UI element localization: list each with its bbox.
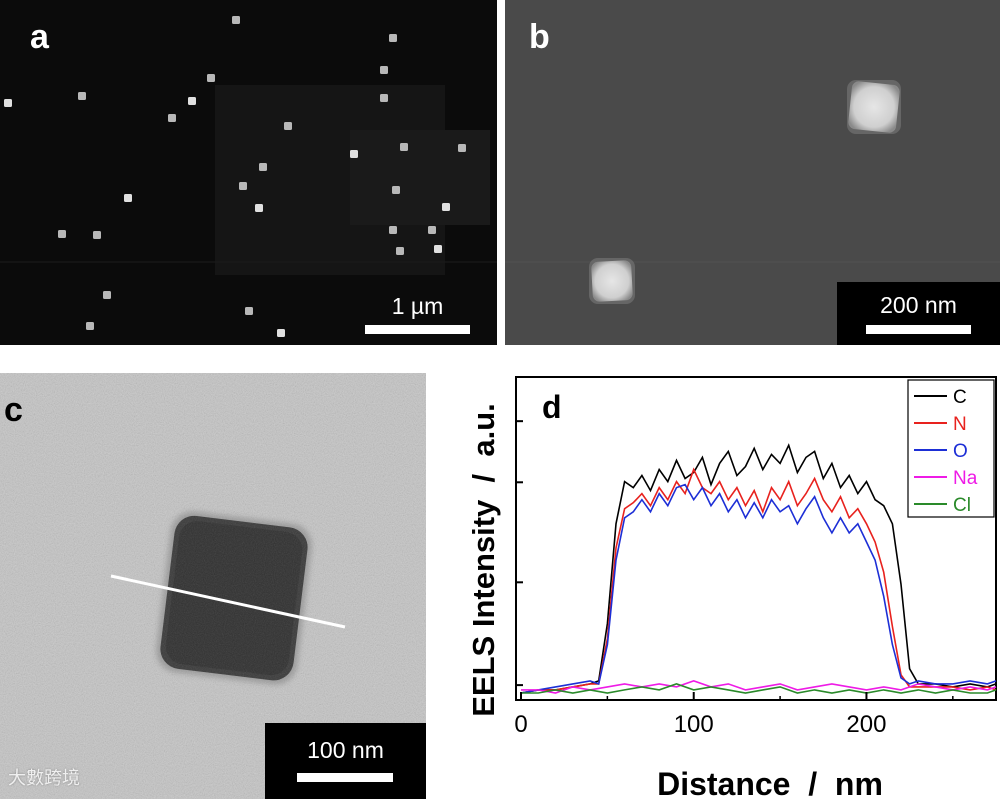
nanocube-a-21 (400, 143, 408, 151)
nanocube-a-3 (93, 231, 101, 239)
nanocube-a-8 (188, 97, 196, 105)
series-line-c (520, 443, 997, 694)
scale-box-c: 100 nm (265, 723, 426, 799)
panel-c: c 100 nm (0, 373, 426, 799)
nanocube-a-15 (245, 307, 253, 315)
panel-a-image (0, 16, 497, 337)
legend-label-n: N (953, 414, 967, 435)
scale-box-b: 200 nm (837, 282, 1000, 345)
nanocube-a-27 (396, 247, 404, 255)
legend-label-na: Na (953, 468, 978, 489)
nanocube-a-10 (232, 16, 240, 24)
watermark: 大數跨境 (8, 768, 80, 789)
x-tick-label-1: 100 (674, 711, 714, 738)
panel-label-c: c (4, 391, 23, 429)
line-scan (110, 574, 346, 629)
nanocube-a-19 (380, 94, 388, 102)
series-line-o (520, 483, 997, 694)
nanocube-a-4 (124, 194, 132, 202)
panel-b-image (505, 80, 1000, 304)
legend-label-cl: Cl (953, 495, 971, 516)
series-line-na (521, 680, 997, 694)
nanocube-a-18 (380, 66, 388, 74)
nanocube-a-16 (277, 329, 285, 337)
nanocube-a-28 (434, 245, 442, 253)
legend-box (907, 379, 995, 518)
nanocube-a-24 (442, 203, 450, 211)
nanocube-a-14 (284, 122, 292, 130)
scale-bar-b (866, 325, 971, 334)
nanocube-a-13 (259, 163, 267, 171)
panel-b: b 200 nm (505, 0, 1000, 345)
nanocube-a-0 (4, 99, 12, 107)
x-tick-label-0: 0 (514, 711, 527, 738)
nanocube-b-1 (591, 260, 633, 302)
nanocube-a-5 (103, 291, 111, 299)
nanocube-a-23 (392, 186, 400, 194)
panel-label-b: b (529, 18, 550, 56)
nanocube-a-22 (458, 144, 466, 152)
nanocube-a-11 (239, 182, 247, 190)
nanocube-a-26 (428, 226, 436, 234)
nanocube-a-1 (78, 92, 86, 100)
nanocube-a-20 (350, 150, 358, 158)
scale-label-b: 200 nm (880, 292, 957, 318)
scale-label-c: 100 nm (307, 737, 384, 763)
nanocube-a-6 (86, 322, 94, 330)
nanocube-a-25 (389, 226, 397, 234)
legend: CNO Na Cl (907, 379, 995, 518)
panel-label-a: a (30, 18, 49, 56)
nanocube-a-12 (255, 204, 263, 212)
legend-label-o: O (953, 441, 968, 462)
eels-chart: 0 100 200 d Distance / nm EELS Intensity /… (466, 376, 997, 799)
scale-bar-a (365, 325, 470, 334)
legend-label-c: C (953, 387, 967, 408)
y-axis-label: EELS Intensity / a.u. (466, 403, 501, 717)
x-axis-label: Distance / nm (657, 766, 883, 799)
nanocube-b-0 (848, 81, 900, 133)
scale-label-a: 1 µm (391, 293, 444, 319)
chart-panel-label: d (542, 389, 562, 425)
series-line-n (520, 467, 997, 694)
scale-bar-c (297, 773, 393, 782)
nanocube-a-7 (168, 114, 176, 122)
nanocube-a-9 (207, 74, 215, 82)
nanocube-a-17 (389, 34, 397, 42)
nanocube-a-2 (58, 230, 66, 238)
series-line-cl (521, 683, 997, 694)
x-tick-label-2: 200 (846, 711, 886, 738)
panel-a: a 1 µm (0, 0, 497, 345)
